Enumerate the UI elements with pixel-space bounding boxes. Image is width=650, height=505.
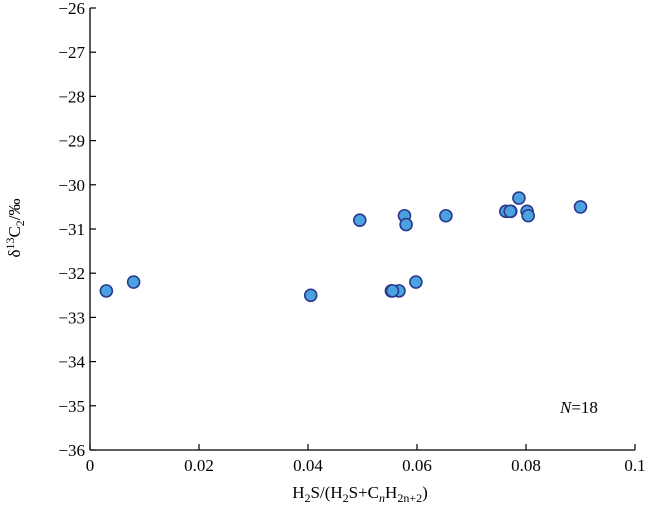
data-point — [409, 275, 423, 289]
x-tick-label: 0.06 — [402, 456, 432, 475]
y-tick-label: −35 — [58, 397, 85, 416]
data-point — [352, 213, 367, 227]
y-tick-label: −28 — [58, 87, 85, 106]
data-point — [399, 217, 413, 232]
x-axis-label: H2S/(H2S+CnH2n+2) — [292, 483, 428, 505]
data-point — [99, 284, 114, 298]
y-tick-label: −31 — [58, 220, 85, 239]
y-tick-label: −30 — [58, 176, 85, 195]
data-point — [512, 191, 526, 205]
y-tick-label: −32 — [58, 264, 85, 283]
y-tick-label: −29 — [58, 132, 85, 151]
y-tick-label: −33 — [58, 308, 85, 327]
y-tick-label: −27 — [58, 43, 85, 62]
data-point — [385, 284, 400, 298]
x-tick-label: 0 — [86, 456, 95, 475]
data-point — [573, 200, 588, 214]
data-point — [126, 275, 141, 289]
data-point — [521, 208, 535, 223]
x-tick-label: 0.1 — [624, 456, 645, 475]
y-tick-label: −36 — [58, 441, 85, 460]
data-point — [303, 288, 318, 303]
x-tick-label: 0.02 — [184, 456, 214, 475]
y-tick-label: −26 — [58, 0, 85, 18]
data-point — [503, 204, 517, 219]
y-tick-label: −34 — [58, 353, 85, 372]
y-axis-label: δ13C2/‰ — [3, 198, 27, 257]
data-points — [99, 191, 588, 303]
data-point — [439, 208, 453, 223]
axes: −36 −35 −34 −33 −32 −31 −30 −29 −28 −27 −26 0 0.02 0.… — [58, 0, 645, 475]
x-tick-label: 0.04 — [293, 456, 323, 475]
sample-count-annotation: N=18 — [559, 398, 598, 417]
x-tick-label: 0.08 — [511, 456, 541, 475]
